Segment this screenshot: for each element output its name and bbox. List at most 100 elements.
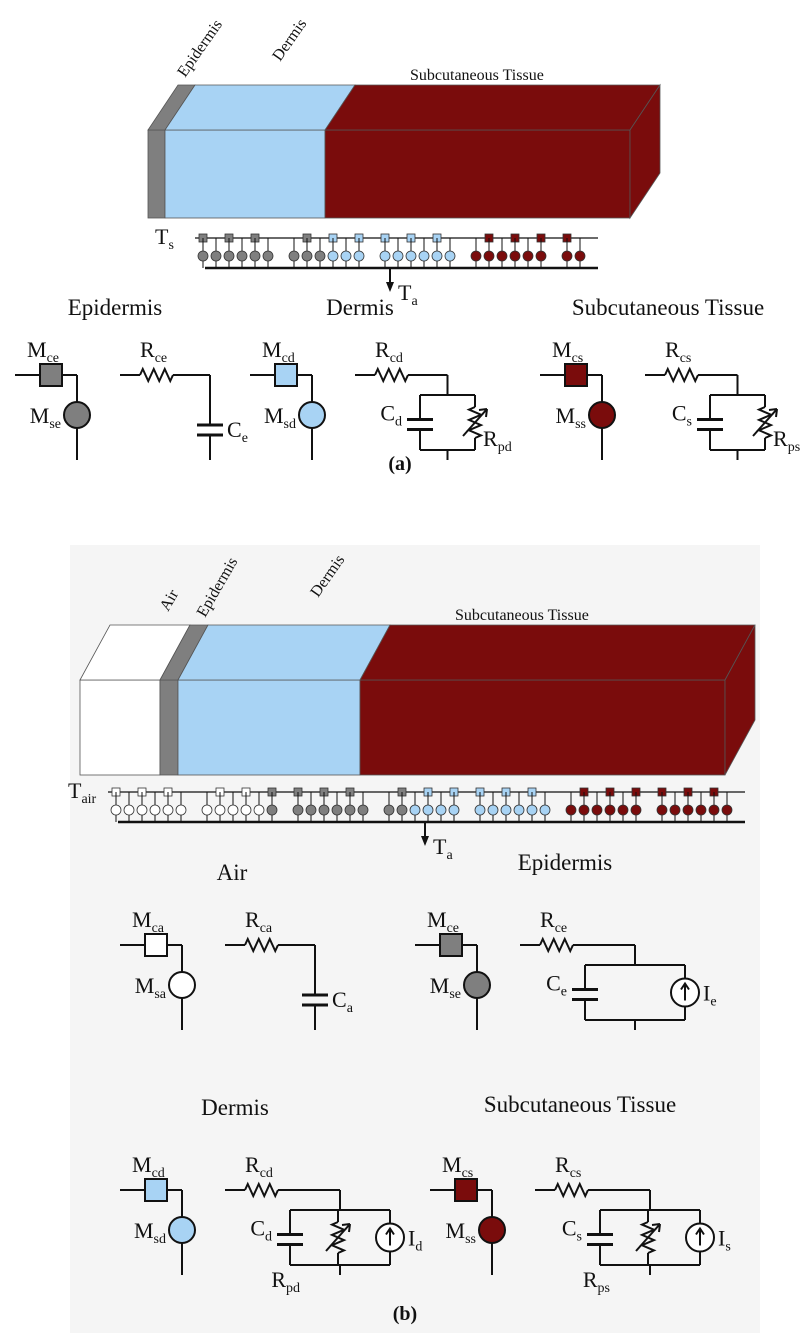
label-base: R (271, 1267, 286, 1292)
label-subscript: s (168, 238, 173, 253)
label-subscript: sd (284, 417, 296, 432)
mass-square (454, 1178, 478, 1202)
node-circle (431, 250, 443, 262)
node-circle (574, 250, 586, 262)
label-base: R (245, 907, 260, 932)
label-base: M (132, 1152, 152, 1177)
mass-circle (168, 1216, 196, 1244)
label-base: M (135, 973, 155, 998)
mass-circle (298, 401, 326, 429)
label-subscript: s (725, 1240, 730, 1255)
variable-arrow (325, 1223, 351, 1252)
mass-circle (588, 401, 616, 429)
label: Epidermis (174, 17, 226, 81)
node-circle (301, 250, 313, 262)
resistor (139, 366, 174, 384)
label-base: M (427, 907, 447, 932)
node-circle (496, 250, 508, 262)
label-base: M (264, 403, 284, 428)
component-label: Is (718, 1226, 731, 1255)
label-base: R (555, 1152, 570, 1177)
label-subscript: sa (154, 987, 166, 1002)
label-base: M (442, 1152, 462, 1177)
node-circle (448, 804, 460, 816)
node-circle (201, 804, 213, 816)
node-circle (327, 250, 339, 262)
label-subscript: cs (570, 1166, 582, 1181)
resistor (664, 366, 699, 384)
label-subscript: cs (572, 351, 584, 366)
label-base: M (552, 337, 572, 362)
label-base: C (332, 987, 347, 1012)
label-base: R (140, 337, 155, 362)
label-subscript: e (710, 995, 716, 1010)
node-circle (262, 250, 274, 262)
node-circle (630, 804, 642, 816)
node-circle (561, 250, 573, 262)
current-arrow (385, 1226, 395, 1246)
label-subscript: e (561, 985, 567, 1000)
label-subscript: s (577, 1230, 582, 1245)
label-base: T (155, 224, 169, 249)
component-label: Rce (140, 337, 167, 366)
node-circle (669, 804, 681, 816)
layer-front (79, 679, 161, 776)
variable-arrow (462, 408, 488, 437)
label-subscript: s (687, 415, 692, 430)
label-subscript: se (49, 417, 61, 432)
label-subscript: a (411, 294, 418, 309)
layer-top (164, 84, 356, 131)
layer-front (164, 129, 326, 219)
label-base: C (672, 401, 687, 426)
component-label: Rcs (555, 1152, 581, 1181)
resistor (374, 366, 409, 384)
node-circle (266, 804, 278, 816)
resistor (554, 1181, 589, 1199)
node-circle (591, 804, 603, 816)
component-label: Ts (155, 224, 174, 253)
mass-circle (463, 971, 491, 999)
variable-arrow (752, 408, 778, 437)
node-circle (405, 250, 417, 262)
label-base: C (250, 1216, 265, 1241)
component-label: Msd (134, 1218, 166, 1247)
node-circle (682, 804, 694, 816)
node-circle (318, 804, 330, 816)
layer-front (177, 679, 361, 776)
label-subscript: ps (598, 1281, 610, 1296)
node-circle (565, 804, 577, 816)
node-circle (513, 804, 525, 816)
component-label: Ta (398, 280, 418, 309)
node-circle (708, 804, 720, 816)
label-subscript: e (242, 431, 248, 446)
node-circle (604, 804, 616, 816)
layer-front (147, 129, 166, 219)
node-circle (509, 250, 521, 262)
label-subscript: d (395, 415, 402, 430)
component-label: Rcd (245, 1152, 273, 1181)
node-circle (292, 804, 304, 816)
node-circle (721, 804, 733, 816)
component-label: Cd (250, 1216, 272, 1245)
node-circle (344, 804, 356, 816)
label: Air (217, 860, 248, 885)
label-subscript: pd (498, 440, 512, 455)
block-side (724, 624, 756, 776)
node-circle (522, 250, 534, 262)
node-circle (539, 804, 551, 816)
label-base: R (245, 1152, 260, 1177)
label-base: M (556, 403, 576, 428)
variable-arrow (635, 1223, 661, 1252)
node-circle (695, 804, 707, 816)
label-base: R (665, 337, 680, 362)
label-subscript: cd (390, 351, 403, 366)
label-subscript: cs (680, 351, 692, 366)
node-circle (409, 804, 421, 816)
label-base: I (718, 1226, 725, 1251)
node-circle (418, 250, 430, 262)
label-subscript: se (449, 987, 461, 1002)
label-base: T (398, 280, 412, 305)
node-circle (110, 804, 122, 816)
label-base: M (446, 1218, 466, 1243)
